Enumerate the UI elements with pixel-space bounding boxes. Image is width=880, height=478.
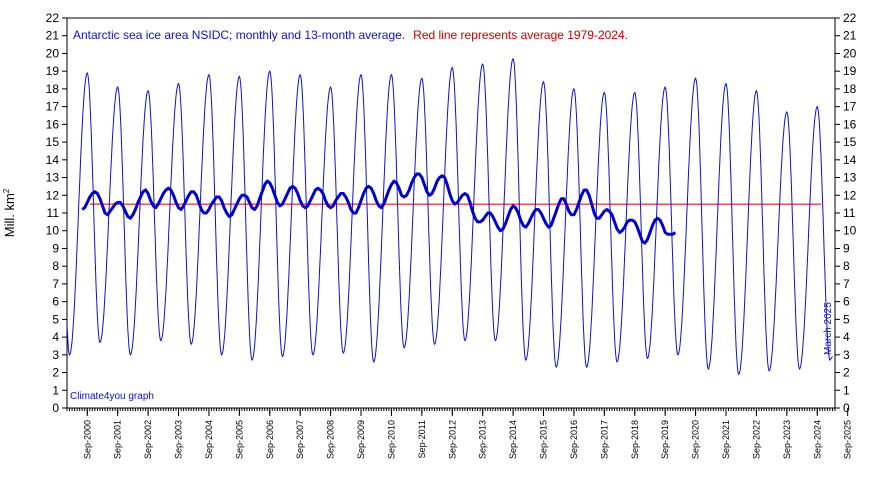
y-tick-label: 13 [843, 171, 857, 185]
y-tick-label: 9 [52, 241, 59, 255]
y-tick-label: 19 [46, 64, 60, 78]
y-tick-label: 16 [46, 117, 60, 131]
x-tick-label: Sep-2007 [295, 420, 305, 459]
y-tick-label: 21 [46, 29, 60, 43]
x-tick-label: Sep-2021 [721, 420, 731, 459]
x-tick-label: Sep-2010 [386, 420, 396, 459]
y-tick-label: 17 [843, 100, 857, 114]
y-tick-label: 16 [843, 117, 857, 131]
y-tick-label: 11 [843, 206, 856, 220]
x-tick-label: Sep-2013 [478, 420, 488, 459]
x-tick-label: Sep-2018 [630, 420, 640, 459]
y-tick-label: 5 [52, 312, 59, 326]
y-tick-label: 12 [46, 188, 60, 202]
x-tick-label: Sep-2003 [174, 420, 184, 459]
x-tick-label: Sep-2005 [234, 420, 244, 459]
chart-title-main: Antarctic sea ice area NSIDC; monthly an… [73, 28, 405, 42]
x-axis: Sep-2000 Sep-2001 Sep-2002 Sep-2003 Sep-2004… [66, 408, 853, 459]
x-tick-label: Sep-2019 [660, 420, 670, 459]
y-tick-label: 1 [52, 383, 59, 397]
y-tick-label: 6 [52, 295, 59, 309]
y-tick-label: 7 [843, 277, 850, 291]
y-tick-label: 3 [52, 348, 59, 362]
average-13-month-series-line [81, 172, 677, 245]
plot-area [66, 17, 836, 409]
y-tick-label: 0 [52, 401, 59, 415]
x-tick-label: Sep-2015 [539, 420, 549, 459]
y-tick-label: 5 [843, 312, 850, 326]
x-tick-label: Sep-2023 [782, 420, 792, 459]
x-tick-label: Sep-2016 [569, 420, 579, 459]
x-tick-label: Sep-2020 [691, 420, 701, 459]
x-tick-label: Sep-2012 [447, 420, 457, 459]
date-stamp: March 2025 [823, 302, 834, 355]
x-tick-label: Sep-2024 [812, 420, 822, 459]
y-tick-label: 14 [46, 153, 60, 167]
x-tick-label: Sep-2006 [265, 420, 275, 459]
y-tick-label: 13 [46, 171, 60, 185]
y-tick-label: 14 [843, 153, 857, 167]
y-tick-label: 10 [46, 224, 60, 238]
y-tick-label: 7 [52, 277, 59, 291]
y-tick-label: 21 [843, 29, 857, 43]
chart-title: Antarctic sea ice area NSIDC; monthly an… [73, 26, 628, 43]
y-tick-label: 2 [843, 366, 850, 380]
x-tick-label: Sep-2004 [204, 420, 214, 459]
y-tick-label: 20 [46, 46, 60, 60]
credit-label: Climate4you graph [70, 391, 154, 402]
y-tick-label: 4 [843, 330, 850, 344]
y-tick-label: 12 [843, 188, 857, 202]
x-tick-label: Sep-2008 [326, 420, 336, 459]
y-tick-label: 8 [52, 259, 59, 273]
y-tick-label: 0 [843, 401, 850, 415]
x-tick-label: Sep-2025 [843, 420, 853, 459]
y-tick-label: 6 [843, 295, 850, 309]
x-tick-label: Sep-2001 [113, 420, 123, 459]
y-tick-label: 1 [843, 383, 850, 397]
y-tick-label: 18 [46, 82, 60, 96]
y-tick-label: 22 [46, 11, 60, 25]
x-tick-label: Sep-2011 [417, 420, 427, 458]
y-tick-label: 15 [843, 135, 857, 149]
y-tick-label: 8 [843, 259, 850, 273]
y-axis-label: Mill. km2 [2, 188, 17, 237]
y-tick-label: 11 [47, 206, 60, 220]
y-tick-label: 4 [52, 330, 59, 344]
y-tick-label: 17 [46, 100, 60, 114]
x-tick-label: Sep-2022 [751, 420, 761, 459]
y-tick-label: 9 [843, 241, 850, 255]
y-tick-label: 22 [843, 11, 857, 25]
y-tick-label: 2 [52, 366, 59, 380]
y-tick-label: 19 [843, 64, 857, 78]
chart-title-note: Red line represents average 1979-2024. [413, 28, 628, 42]
y-tick-label: 3 [843, 348, 850, 362]
monthly-series-line [66, 57, 833, 376]
y-tick-label: 18 [843, 82, 857, 96]
y-tick-label: 15 [46, 135, 60, 149]
y-tick-label: 20 [843, 46, 857, 60]
y-tick-label: 10 [843, 224, 857, 238]
x-tick-label: Sep-2000 [82, 420, 92, 459]
x-tick-label: Sep-2017 [599, 420, 609, 459]
x-tick-label: Sep-2014 [508, 420, 518, 459]
x-tick-label: Sep-2002 [143, 420, 153, 459]
x-tick-label: Sep-2009 [356, 420, 366, 459]
